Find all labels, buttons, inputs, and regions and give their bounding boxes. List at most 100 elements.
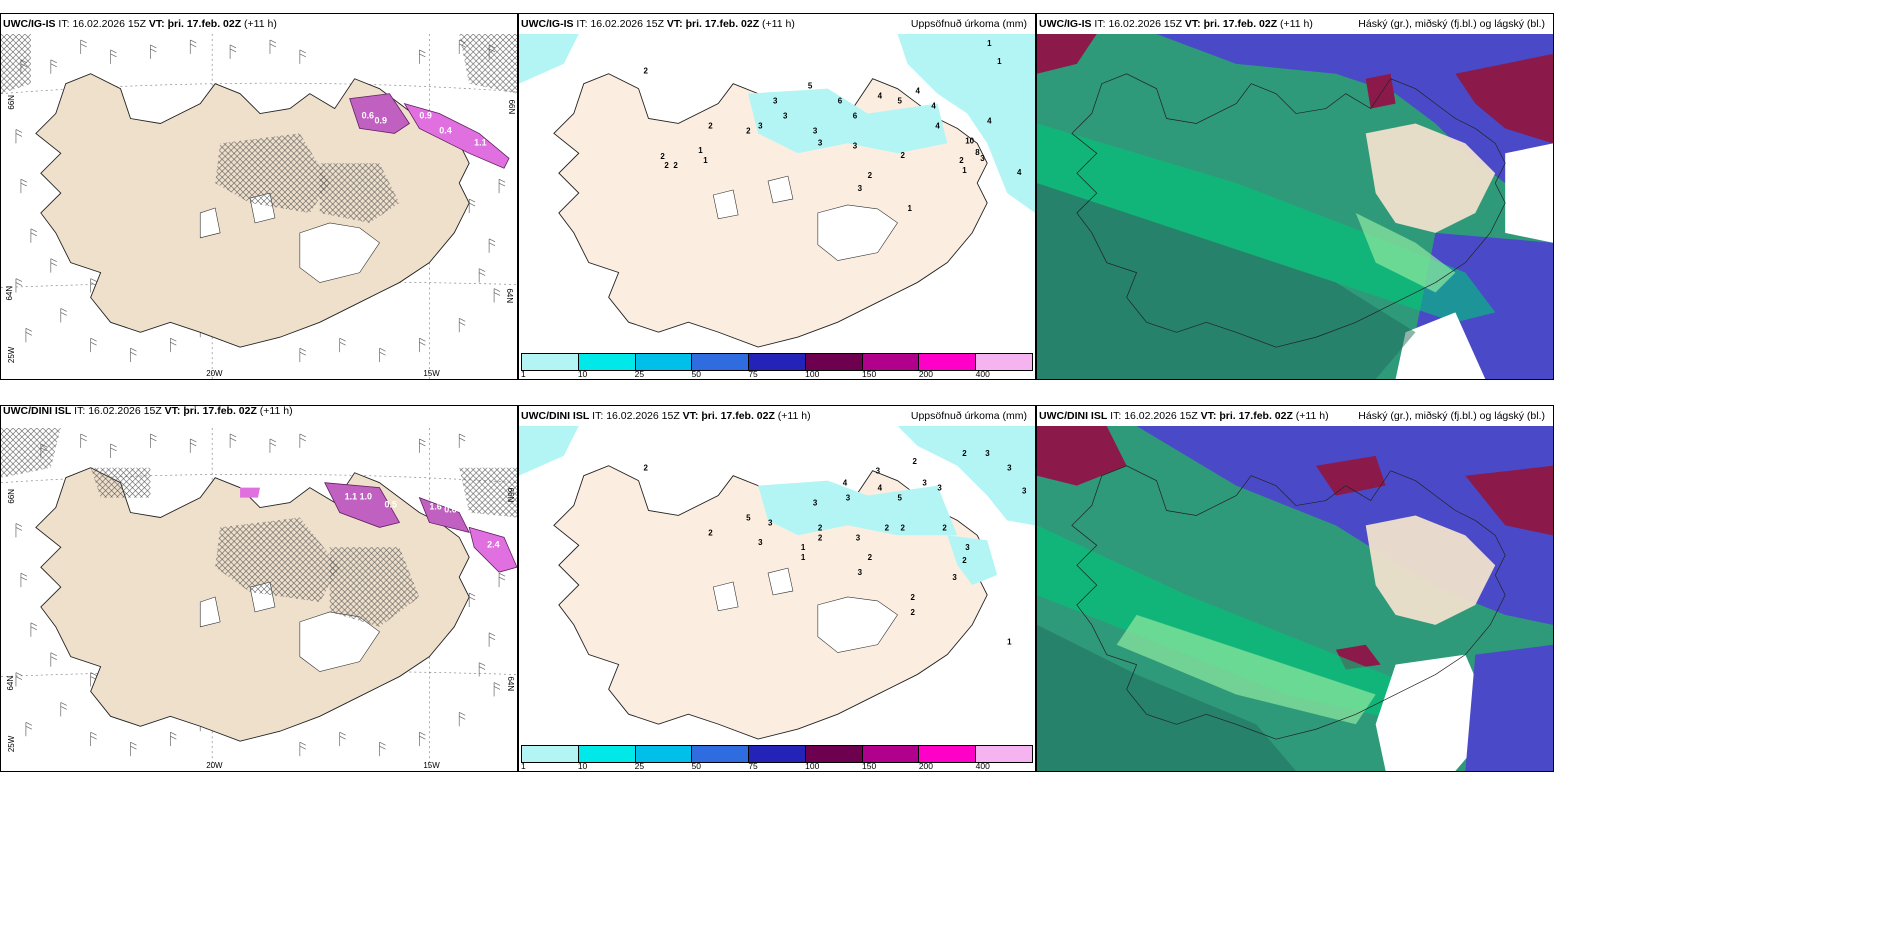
precip-colorbar: [521, 745, 1033, 763]
svg-text:3: 3: [876, 467, 881, 476]
svg-text:25W: 25W: [7, 346, 16, 363]
svg-text:64N: 64N: [505, 289, 514, 304]
svg-text:5: 5: [746, 513, 751, 522]
svg-text:66N: 66N: [507, 100, 516, 115]
svg-text:0.6: 0.6: [444, 505, 456, 515]
hatched-areas: [1, 428, 517, 627]
svg-text:3: 3: [846, 494, 851, 503]
glacier-3: [712, 189, 739, 220]
svg-text:0.4: 0.4: [439, 125, 451, 135]
svg-text:4: 4: [878, 484, 883, 493]
svg-text:0.9: 0.9: [419, 111, 431, 121]
precip-legend-labels: 1 10 25 50 75 100 150 200 400: [521, 369, 990, 379]
panel-header: UWC/DINI ISL IT: 16.02.2026 15Z VT: þri.…: [1, 406, 517, 428]
svg-text:5: 5: [808, 82, 813, 91]
panel-clouds-igis: UWC/IG-IS IT: 16.02.2026 15Z VT: þri. 17…: [1036, 13, 1554, 380]
precip-north: [758, 480, 958, 536]
wind-map: 0.6 0.9 0.9 0.4 1.1 66N 64N 25W 20W 15W …: [1, 34, 517, 379]
svg-text:8: 8: [975, 148, 980, 157]
svg-text:2: 2: [912, 457, 917, 466]
svg-text:2: 2: [644, 464, 649, 473]
glacier-2: [767, 567, 794, 596]
svg-text:1: 1: [907, 204, 912, 213]
svg-text:2: 2: [818, 523, 823, 532]
svg-text:6: 6: [838, 97, 843, 106]
svg-text:1: 1: [801, 543, 806, 552]
sea-precip-ne: [897, 34, 1035, 213]
svg-text:64N: 64N: [506, 677, 515, 692]
svg-text:25W: 25W: [7, 735, 16, 752]
svg-text:5: 5: [898, 97, 903, 106]
svg-text:4: 4: [931, 102, 936, 111]
sea-precip: [519, 34, 579, 84]
svg-text:4: 4: [915, 87, 920, 96]
svg-text:6: 6: [853, 111, 858, 120]
precip-legend: 1 10 25 50 75 100 150 200 400: [519, 351, 1035, 379]
panel-header: UWC/IG-IS IT: 16.02.2026 15Z VT: þri. 17…: [1037, 14, 1553, 34]
panel-wind-snow-dini: UWC/DINI ISL IT: 16.02.2026 15Z VT: þri.…: [0, 405, 518, 772]
svg-text:3: 3: [858, 184, 863, 193]
glacier-3: [199, 596, 221, 628]
precip-legend-labels: 1 10 25 50 75 100 150 200 400: [521, 761, 990, 771]
svg-text:2: 2: [673, 161, 678, 170]
svg-text:10: 10: [965, 136, 974, 145]
svg-text:3: 3: [1022, 487, 1027, 496]
iceland-land: [35, 467, 470, 742]
precip-legend: 1 10 25 50 75 100 150 200 400: [519, 743, 1035, 771]
svg-text:2: 2: [708, 528, 713, 537]
precip-east: [947, 535, 998, 585]
svg-text:5: 5: [898, 494, 903, 503]
svg-text:3: 3: [813, 126, 818, 135]
panel-header: UWC/DINI ISL IT: 16.02.2026 15Z VT: þri.…: [1037, 406, 1553, 426]
svg-text:1.1: 1.1: [474, 137, 486, 147]
precip-north: [748, 88, 948, 154]
svg-text:3: 3: [768, 518, 773, 527]
svg-text:3: 3: [1007, 464, 1012, 473]
svg-text:20W: 20W: [206, 369, 223, 378]
svg-text:1: 1: [801, 553, 806, 562]
glacier-2: [767, 175, 794, 204]
glacier-1: [817, 596, 898, 653]
svg-text:3: 3: [985, 449, 990, 458]
svg-text:0.9: 0.9: [375, 115, 387, 125]
svg-text:3: 3: [813, 499, 818, 508]
glacier-3: [712, 581, 739, 612]
svg-text:2: 2: [868, 171, 873, 180]
svg-text:3: 3: [818, 138, 823, 147]
svg-text:2: 2: [910, 593, 915, 602]
svg-text:66N: 66N: [7, 95, 16, 110]
sea-precip-ne: [897, 426, 1035, 526]
svg-text:1: 1: [698, 146, 703, 155]
svg-text:2: 2: [708, 121, 713, 130]
svg-text:3: 3: [853, 141, 858, 150]
svg-text:1.6: 1.6: [429, 502, 441, 512]
svg-text:3: 3: [856, 533, 861, 542]
svg-text:66N: 66N: [506, 488, 515, 503]
svg-text:3: 3: [980, 154, 985, 163]
svg-text:2: 2: [962, 556, 967, 565]
svg-text:4: 4: [843, 479, 848, 488]
svg-text:2: 2: [910, 608, 915, 617]
svg-text:1: 1: [997, 57, 1002, 66]
svg-text:3: 3: [758, 121, 763, 130]
svg-text:2.4: 2.4: [487, 539, 499, 549]
svg-text:0.5: 0.5: [385, 500, 397, 510]
svg-text:2: 2: [818, 533, 823, 542]
svg-text:64N: 64N: [6, 676, 15, 691]
svg-text:1: 1: [987, 39, 992, 48]
precip-colorbar: [521, 353, 1033, 371]
svg-text:3: 3: [773, 97, 778, 106]
svg-text:3: 3: [937, 484, 942, 493]
panel-wind-snow-igis: UWC/IG-IS IT: 16.02.2026 15Z VT: þri. 17…: [0, 13, 518, 380]
svg-text:64N: 64N: [5, 286, 14, 301]
cloud-map: [1037, 426, 1553, 771]
svg-text:15W: 15W: [423, 369, 440, 378]
svg-text:1: 1: [1007, 638, 1012, 647]
snow-areas: 1.1 1.0 0.5 1.6 0.6 2.4: [240, 482, 517, 573]
svg-text:2: 2: [885, 523, 890, 532]
wind-map: 1.1 1.0 0.5 1.6 0.6 2.4 66N 64N 25W 20W …: [1, 428, 517, 771]
panel-clouds-dini: UWC/DINI ISL IT: 16.02.2026 15Z VT: þri.…: [1036, 405, 1554, 772]
svg-text:2: 2: [644, 67, 649, 76]
svg-text:3: 3: [965, 543, 970, 552]
svg-text:3: 3: [952, 573, 957, 582]
